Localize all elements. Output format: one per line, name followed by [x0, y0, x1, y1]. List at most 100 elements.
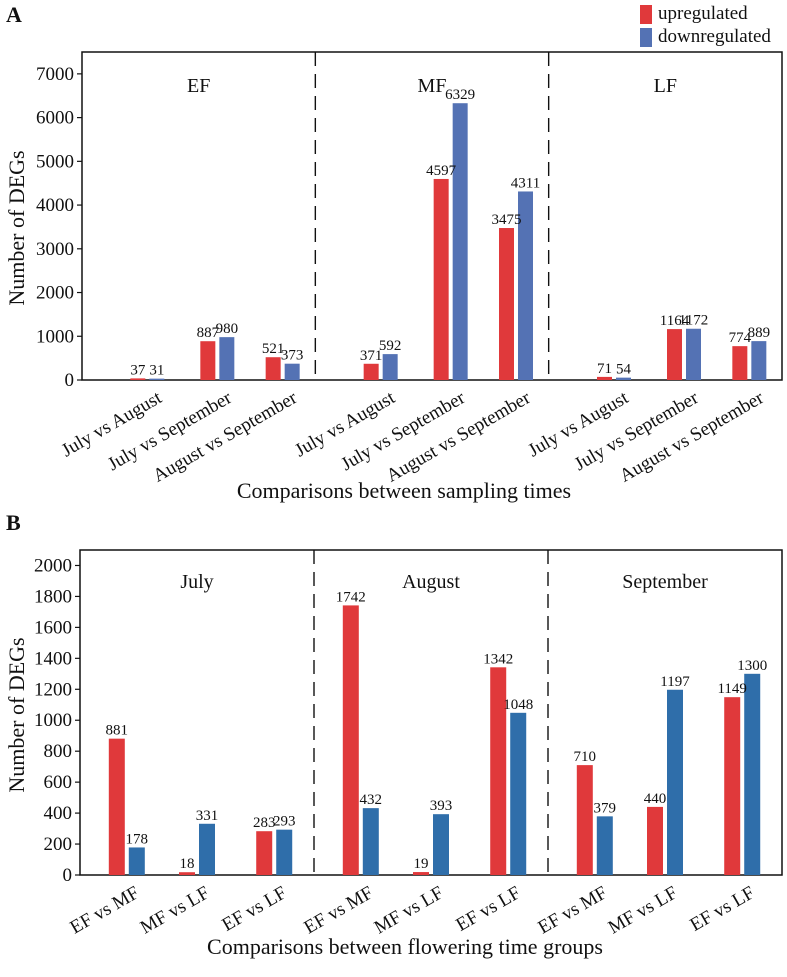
- panel-b-bar-downregulated: [433, 814, 449, 875]
- legend-swatch-downregulated: [640, 28, 652, 47]
- panel-b-bar-downregulated: [276, 829, 293, 875]
- panel-b-y-tick-label: 0: [63, 865, 73, 886]
- panel-b-x-category-label: EF vs MF: [67, 882, 143, 938]
- panel-a-bar-downregulated: [219, 337, 235, 380]
- panel-b-x-axis-title: Comparisons between flowering time group…: [207, 934, 603, 959]
- panel-a-y-tick-label: 6000: [36, 108, 74, 129]
- panel-a-data-label-up: 521: [262, 341, 285, 357]
- panel-a-data-label-down: 592: [379, 338, 402, 354]
- legend: upregulated downregulated: [640, 3, 771, 47]
- panel-a-y-tick-label: 0: [65, 370, 75, 391]
- panel-b-y-tick-label: 2000: [34, 555, 72, 576]
- panel-a-bar-upregulated: [597, 376, 612, 380]
- panel-b-y-tick-label: 1200: [34, 679, 72, 700]
- panel-a-bar-downregulated: [284, 363, 300, 380]
- panel-a-y-tick-label: 5000: [36, 151, 74, 172]
- panel-b-data-label-down: 178: [126, 831, 149, 847]
- panel-b-chart: B 0 200 400 600 800 1000 1200 1400 1600 1800 2000 J…: [4, 510, 783, 959]
- panel-a-data-label-down: 980: [216, 321, 239, 337]
- panel-a-bar-upregulated: [130, 378, 146, 380]
- panel-a-letter: A: [6, 2, 22, 27]
- panel-b-data-label-up: 283: [253, 815, 276, 831]
- panel-b-y-tick-label: 600: [44, 772, 73, 793]
- panel-a-bar-downregulated: [382, 354, 398, 380]
- panel-b-y-tick-label: 1800: [34, 586, 72, 607]
- panel-b-data-label-up: 1342: [483, 651, 513, 667]
- panel-a-data-label-down: 31: [149, 363, 164, 379]
- panel-b-data-label-up: 440: [644, 791, 667, 807]
- panel-b-bar-downregulated: [744, 673, 761, 875]
- panel-b-x-category-label: EF vs LF: [219, 882, 291, 936]
- panel-a-data-label-up: 37: [130, 362, 146, 378]
- panel-a-y-tick-label: 4000: [36, 195, 74, 216]
- panel-b-y-tick-label: 1000: [34, 710, 72, 731]
- panel-b-x-category-label: EF vs MF: [535, 882, 611, 938]
- panel-b-data-label-down: 1197: [660, 674, 690, 690]
- panel-a-data-label-up: 774: [729, 330, 752, 346]
- panel-a-bar-downregulated: [518, 191, 533, 380]
- panel-a-plot-frame: [81, 51, 783, 381]
- panel-b-y-axis-title: Number of DEGs: [4, 637, 29, 792]
- legend-swatch-upregulated: [640, 5, 652, 24]
- panel-b-data-label-down: 331: [196, 808, 219, 824]
- panel-b-x-category-label: MF vs LF: [371, 882, 447, 938]
- panel-a-bar-upregulated: [499, 228, 514, 380]
- panel-a-x-axis-title: Comparisons between sampling times: [237, 478, 571, 503]
- panel-a-group-label: MF: [418, 75, 447, 97]
- panel-b-data-label-down: 393: [430, 798, 453, 814]
- panel-b-bar-downregulated: [199, 823, 215, 875]
- panel-b-data-label-up: 881: [106, 723, 129, 739]
- panel-b-y-tick-label: 800: [44, 741, 73, 762]
- panel-a-data-label-down: 4311: [511, 175, 540, 191]
- panel-a-data-label-down: 889: [748, 325, 771, 341]
- panel-b-x-category-label: EF vs LF: [687, 882, 759, 936]
- panel-b-letter: B: [6, 510, 21, 535]
- panel-a-bar-downregulated: [751, 341, 767, 380]
- panel-b-x-category-label: MF vs LF: [605, 882, 681, 938]
- panel-b-y-tick-label: 400: [44, 803, 73, 824]
- panel-b-x-category-label: EF vs LF: [453, 882, 525, 936]
- panel-a-data-label-up: 71: [597, 361, 612, 377]
- panel-a-y-axis-title: Number of DEGs: [4, 150, 29, 305]
- panel-a-group-label: EF: [187, 75, 210, 97]
- panel-a-bar-upregulated: [265, 357, 281, 380]
- panel-b-y-tick-label: 1600: [34, 617, 72, 638]
- panel-a-data-label-up: 4597: [426, 163, 457, 179]
- panel-b-data-label-down: 432: [360, 792, 383, 808]
- panel-a-data-label-down: 54: [616, 362, 632, 378]
- panel-b-data-label-up: 1742: [336, 589, 366, 605]
- panel-b-y-tick-label: 1400: [34, 648, 72, 669]
- panel-a-data-label-down: 1172: [679, 313, 708, 329]
- panel-b-bar-downregulated: [362, 808, 379, 875]
- panel-a-bar-downregulated: [149, 378, 165, 380]
- panel-a-bar-upregulated: [433, 178, 449, 380]
- panel-b-data-label-up: 18: [180, 856, 195, 872]
- panel-b-data-label-down: 293: [273, 814, 296, 830]
- panel-b-x-category-label: MF vs LF: [137, 882, 213, 938]
- panel-b-bar-upregulated: [256, 831, 273, 875]
- panel-b-data-label-down: 1048: [503, 697, 533, 713]
- panel-b-bar-upregulated: [179, 872, 195, 875]
- panel-b-x-category-label: EF vs MF: [301, 882, 377, 938]
- panel-a-data-label-up: 1164: [660, 313, 690, 329]
- panel-a-data-label-down: 6329: [445, 87, 475, 103]
- panel-a-data-label-down: 373: [281, 348, 304, 364]
- panel-a-bar-upregulated: [200, 341, 216, 380]
- panel-b-group-label: August: [402, 571, 460, 593]
- legend-label-upregulated: upregulated: [658, 3, 748, 24]
- panel-a-y-tick-label: 3000: [36, 239, 74, 260]
- panel-a-y-tick-label: 2000: [36, 283, 74, 304]
- panel-b-bar-downregulated: [510, 712, 527, 875]
- panel-b-bar-downregulated: [667, 689, 683, 875]
- panel-b-bar-upregulated: [490, 667, 507, 875]
- panel-b-group-label: July: [180, 571, 213, 593]
- panel-b-bar-upregulated: [647, 806, 663, 875]
- panel-a-bar-upregulated: [363, 363, 379, 380]
- panel-b-data-label-up: 710: [574, 749, 597, 765]
- panel-b-data-label-up: 19: [414, 856, 429, 872]
- panel-b-data-label-up: 1149: [717, 681, 746, 697]
- panel-b-bar-upregulated: [413, 872, 429, 875]
- panel-a-data-label-up: 371: [360, 348, 383, 364]
